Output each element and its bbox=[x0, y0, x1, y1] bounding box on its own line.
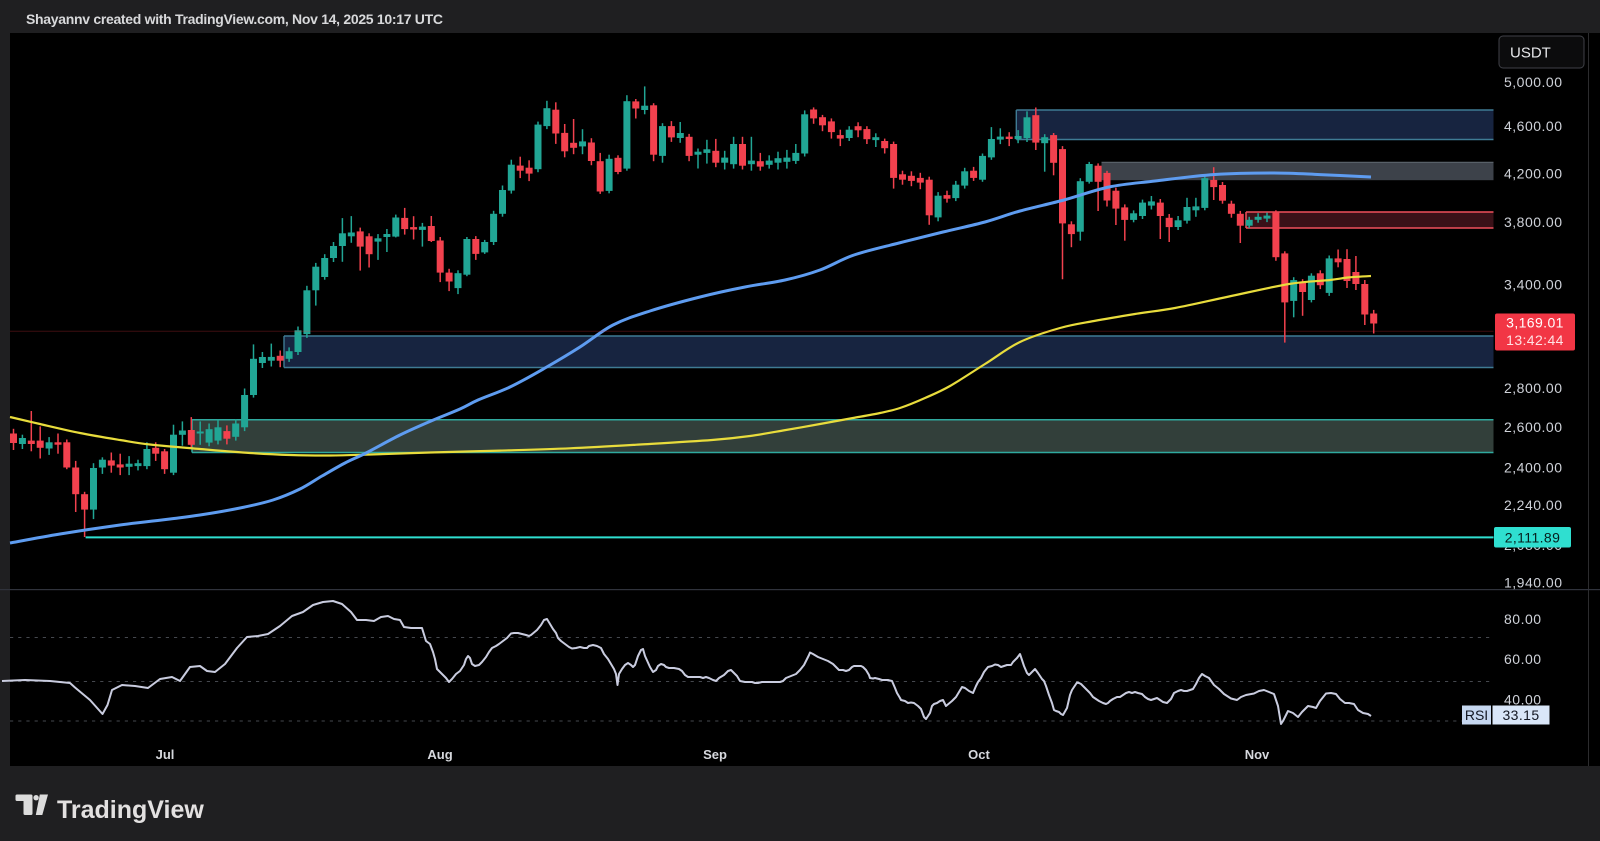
svg-text:3,800.00: 3,800.00 bbox=[1504, 214, 1563, 230]
svg-text:13:42:44: 13:42:44 bbox=[1506, 332, 1564, 348]
svg-text:3,169.01: 3,169.01 bbox=[1506, 315, 1564, 331]
svg-text:5,000.00: 5,000.00 bbox=[1504, 74, 1563, 90]
svg-text:60.00: 60.00 bbox=[1504, 651, 1542, 667]
svg-text:40.00: 40.00 bbox=[1504, 692, 1542, 708]
svg-text:2,240.00: 2,240.00 bbox=[1504, 497, 1563, 513]
svg-text:Aug: Aug bbox=[427, 747, 452, 762]
svg-text:2,400.00: 2,400.00 bbox=[1504, 460, 1563, 476]
svg-text:1,940.00: 1,940.00 bbox=[1504, 575, 1563, 591]
svg-text:USDT: USDT bbox=[1510, 45, 1551, 62]
svg-text:RSI: RSI bbox=[1465, 707, 1488, 723]
svg-text:80.00: 80.00 bbox=[1504, 611, 1542, 627]
svg-text:Sep: Sep bbox=[703, 747, 727, 762]
svg-text:2,600.00: 2,600.00 bbox=[1504, 419, 1563, 435]
svg-text:Jul: Jul bbox=[156, 747, 175, 762]
svg-text:TradingView: TradingView bbox=[57, 796, 204, 824]
svg-text:4,600.00: 4,600.00 bbox=[1504, 118, 1563, 134]
svg-text:33.15: 33.15 bbox=[1502, 707, 1539, 723]
svg-text:Oct: Oct bbox=[968, 747, 990, 762]
svg-text:Nov: Nov bbox=[1245, 747, 1270, 762]
svg-text:2,800.00: 2,800.00 bbox=[1504, 380, 1563, 396]
svg-text:Shayannv created with TradingV: Shayannv created with TradingView.com, N… bbox=[26, 11, 443, 27]
svg-text:2,111.89: 2,111.89 bbox=[1505, 530, 1561, 546]
svg-text:4,200.00: 4,200.00 bbox=[1504, 166, 1563, 182]
svg-text:3,400.00: 3,400.00 bbox=[1504, 277, 1563, 293]
